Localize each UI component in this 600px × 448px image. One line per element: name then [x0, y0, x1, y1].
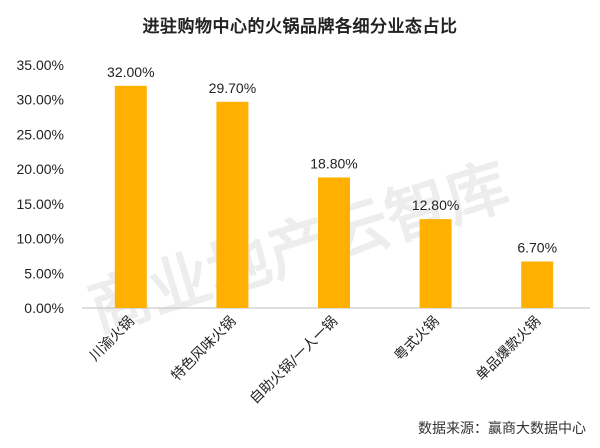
data-label: 12.80%: [412, 197, 459, 213]
y-tick-label: 5.00%: [24, 265, 64, 281]
y-tick-label: 10.00%: [17, 231, 64, 247]
y-tick-label: 30.00%: [17, 92, 64, 108]
bar: [318, 177, 350, 308]
chart-title: 进驻购物中心的火锅品牌各细分业态占比: [142, 17, 458, 36]
source-note: 数据来源：赢商大数据中心: [418, 421, 586, 437]
bar: [521, 261, 554, 308]
bar: [216, 101, 249, 308]
y-tick-label: 25.00%: [17, 126, 64, 142]
y-tick-label: 20.00%: [17, 161, 64, 177]
data-label: 29.70%: [209, 80, 256, 96]
data-label: 18.80%: [310, 155, 357, 171]
x-tick-label: 单品爆款火锅: [473, 314, 544, 385]
data-label: 32.00%: [107, 64, 154, 80]
y-tick-label: 0.00%: [24, 300, 64, 316]
y-tick-label: 35.00%: [17, 57, 64, 73]
x-tick-label: 粤式火锅: [392, 314, 443, 365]
data-label: 6.70%: [517, 239, 557, 255]
bar: [419, 219, 452, 308]
bar: [114, 85, 147, 308]
x-tick-label: 自助火锅/一人一锅: [247, 314, 341, 408]
x-tick-label: 特色风味火锅: [168, 313, 239, 384]
y-tick-label: 15.00%: [17, 196, 64, 212]
